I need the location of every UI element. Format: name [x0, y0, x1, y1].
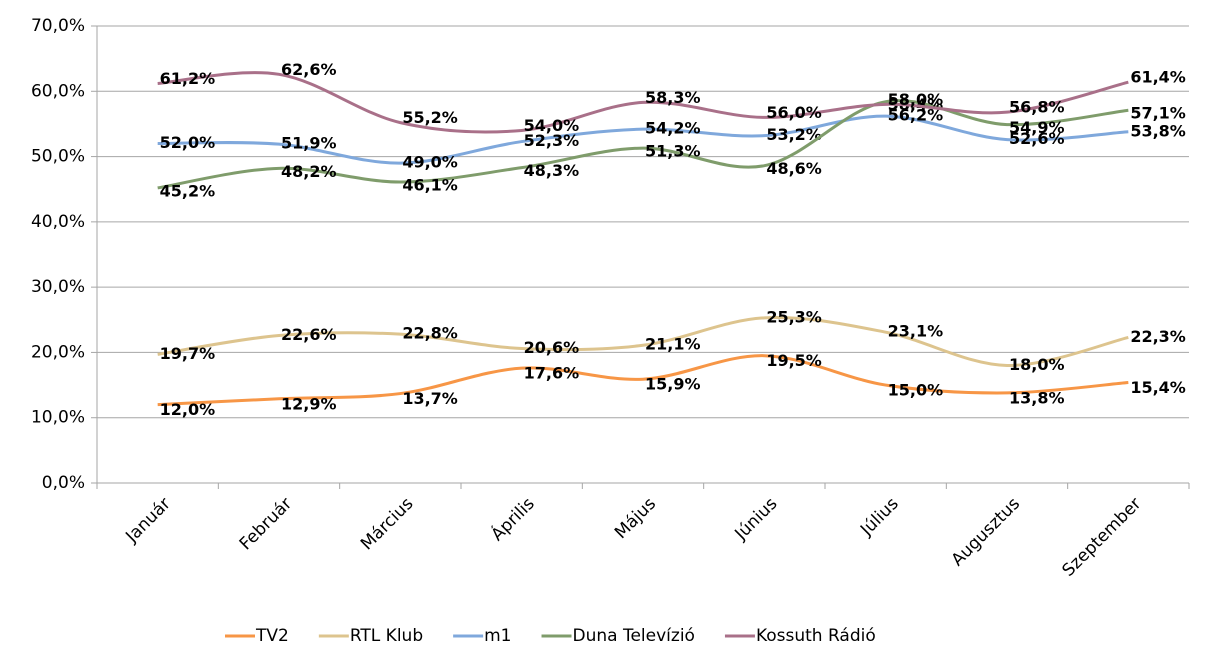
data-label: 46,1% [402, 176, 458, 195]
data-label: 57,1% [1130, 104, 1186, 123]
data-label: 15,4% [1130, 378, 1186, 397]
legend-label: TV2 [255, 626, 289, 646]
data-label: 12,9% [281, 394, 337, 413]
x-tick-label: Április [486, 492, 539, 545]
y-tick-label: 20,0% [31, 342, 85, 362]
y-tick-label: 0,0% [42, 473, 85, 493]
x-tick-label: Május [611, 494, 660, 543]
data-label: 58,0% [888, 90, 944, 109]
data-label: 18,0% [1009, 355, 1065, 374]
data-label: 61,2% [160, 69, 216, 88]
x-tick-label: Február [236, 494, 296, 554]
y-tick-label: 10,0% [31, 408, 85, 428]
x-tick-label: Június [731, 494, 782, 545]
series-line [157, 114, 1129, 165]
data-label: 51,3% [645, 142, 701, 161]
data-label: 21,1% [645, 335, 701, 354]
data-label: 22,3% [1130, 327, 1186, 346]
x-tick-label: Július [856, 494, 903, 541]
data-label: 25,3% [766, 307, 822, 326]
x-tick-label: Szeptember [1059, 494, 1146, 581]
x-tick-label: Augusztus [948, 494, 1025, 571]
y-tick-label: 50,0% [31, 147, 85, 167]
data-label: 13,7% [402, 389, 458, 408]
x-tick-label: Március [357, 494, 417, 554]
series-line [157, 316, 1129, 367]
data-label: 56,0% [766, 103, 822, 122]
data-label: 15,0% [888, 381, 944, 400]
y-tick-label: 30,0% [31, 277, 85, 297]
data-label: 51,9% [281, 134, 337, 153]
y-tick-label: 70,0% [31, 16, 85, 36]
data-label: 20,6% [524, 338, 580, 357]
data-label: 48,3% [524, 161, 580, 180]
data-label: 23,1% [888, 322, 944, 341]
data-label: 12,0% [160, 400, 216, 419]
data-label: 54,2% [645, 119, 701, 138]
data-label: 22,8% [402, 324, 458, 343]
data-label: 48,6% [766, 159, 822, 178]
legend-label: Duna Televízió [573, 626, 695, 646]
data-label: 19,7% [160, 344, 216, 363]
data-label: 45,2% [160, 181, 216, 200]
data-label: 15,9% [645, 375, 701, 394]
data-label: 61,4% [1130, 68, 1186, 87]
y-tick-label: 40,0% [31, 212, 85, 232]
data-label: 19,5% [766, 351, 822, 370]
legend-label: RTL Klub [350, 626, 423, 646]
data-label: 56,2% [888, 106, 944, 125]
data-label: 13,8% [1009, 388, 1065, 407]
data-label: 52,6% [1009, 129, 1065, 148]
data-label: 49,0% [402, 153, 458, 172]
series-line [157, 71, 1129, 134]
data-label: 53,2% [766, 125, 822, 144]
data-label: 52,3% [524, 131, 580, 150]
data-label: 55,2% [402, 108, 458, 127]
data-label: 58,3% [645, 88, 701, 107]
data-label: 53,8% [1130, 121, 1186, 140]
data-label: 62,6% [281, 60, 337, 79]
data-label: 48,2% [281, 162, 337, 181]
x-tick-label: Január [121, 494, 174, 547]
data-label: 54,0% [524, 116, 580, 135]
legend-label: Kossuth Rádió [756, 626, 876, 646]
data-label: 56,8% [1009, 98, 1065, 117]
data-label: 54,9% [1009, 118, 1065, 137]
series-line [157, 354, 1129, 407]
data-label: 52,0% [160, 133, 216, 152]
series-line [157, 99, 1129, 190]
data-label: 17,6% [524, 364, 580, 383]
legend-label: m1 [484, 626, 511, 646]
data-label: 22,6% [281, 325, 337, 344]
y-tick-label: 60,0% [31, 81, 85, 101]
